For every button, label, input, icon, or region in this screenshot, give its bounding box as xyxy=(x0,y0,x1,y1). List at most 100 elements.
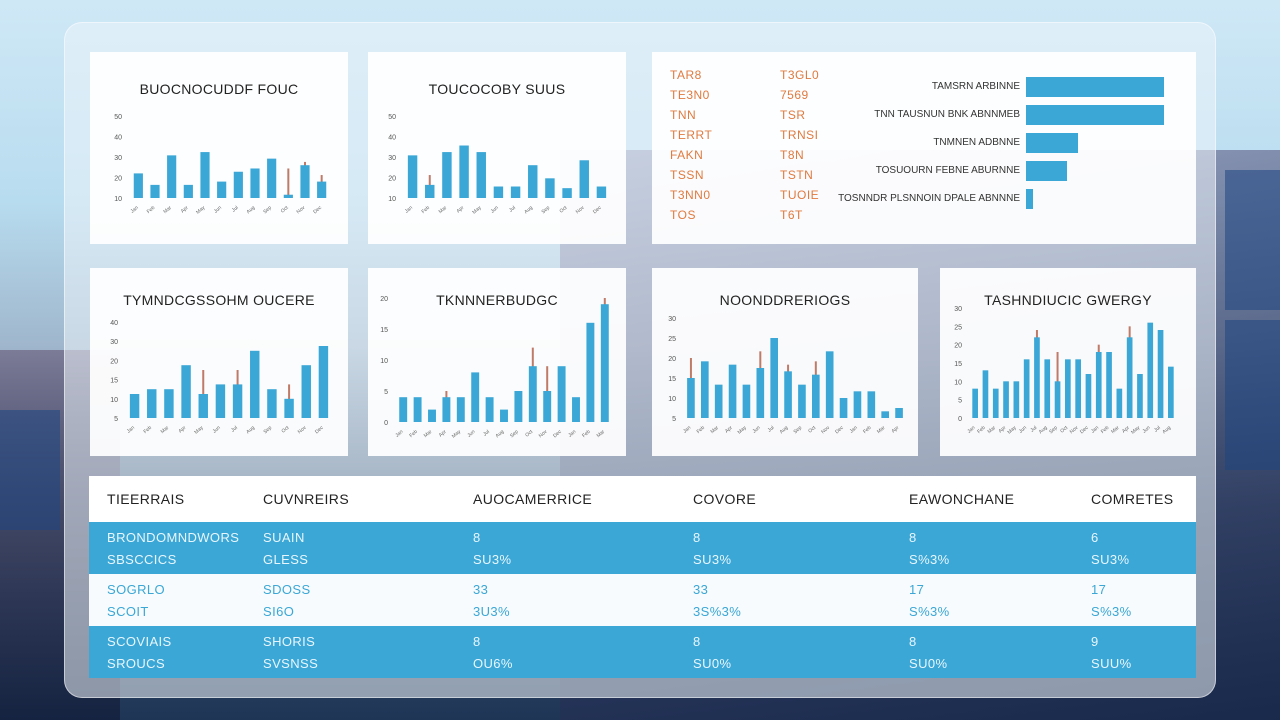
x-tick-label: Aug xyxy=(1038,425,1049,435)
bar xyxy=(572,397,580,422)
kv-label: T8N xyxy=(780,148,805,162)
x-tick-label: May xyxy=(451,429,462,440)
y-tick-label: 20 xyxy=(380,296,388,303)
y-tick-label: 30 xyxy=(954,306,962,313)
y-tick-label: 20 xyxy=(954,343,962,350)
y-tick-label: 0 xyxy=(958,416,962,423)
x-tick-label: Jan xyxy=(1090,425,1100,435)
bar xyxy=(283,194,293,198)
bar xyxy=(1126,337,1133,418)
table-cell: SBSCCICS xyxy=(107,552,177,567)
x-tick-label: Jan xyxy=(126,425,136,435)
bar xyxy=(528,366,537,422)
data-table: TIEERRAIS CUVNREIRS AUOCAMERRICE COVORE … xyxy=(89,476,1196,680)
x-tick-label: Jul xyxy=(482,429,491,438)
kv-label: T6T xyxy=(780,208,803,222)
bar xyxy=(1003,381,1009,418)
y-tick-label: 20 xyxy=(110,358,118,365)
bar xyxy=(784,371,792,418)
x-tick-label: Jun xyxy=(213,205,223,215)
table-cell: S%3% xyxy=(1091,604,1132,619)
bar xyxy=(267,389,277,418)
chart-card-2: TOUCOCOBY SUUS 50 40 30 20 10 Jan Feb Mar Apr May… xyxy=(368,52,626,244)
background-window xyxy=(1225,170,1280,310)
bar xyxy=(1106,352,1112,418)
bar xyxy=(1147,322,1154,418)
chart-title: NOONDDRERIOGS xyxy=(719,292,851,308)
table-cell: SI6O xyxy=(263,604,295,619)
hbar xyxy=(1026,161,1068,181)
y-tick-label: 20 xyxy=(388,176,396,183)
bar xyxy=(1157,330,1164,418)
kv-label: T3GL0 xyxy=(780,68,820,82)
x-tick-label: Oct xyxy=(280,205,290,215)
bar xyxy=(217,181,227,198)
table-row[interactable]: SCOVIAIS SROUCS SHORIS SVSNSS 8 OU6% 8 SU0% 8 SU0… xyxy=(89,626,1196,678)
bar xyxy=(600,304,609,422)
bar xyxy=(756,368,765,418)
x-tick-label: Aug xyxy=(246,205,257,215)
x-tick-label: Feb xyxy=(421,205,432,215)
bar xyxy=(413,397,422,422)
y-tick-label: 40 xyxy=(114,135,122,142)
bar xyxy=(1023,359,1030,418)
kv-label: FAKN xyxy=(670,148,704,162)
table-cell: 8 xyxy=(473,530,481,545)
x-tick-label: Dec xyxy=(314,425,325,436)
bar xyxy=(742,384,751,418)
table-cell: S%3% xyxy=(909,604,950,619)
table-cell: SUU% xyxy=(1091,656,1132,671)
table-cell: 33 xyxy=(693,582,709,597)
x-tick-label: Feb xyxy=(862,425,873,435)
bar xyxy=(164,389,174,418)
x-tick-label: Oct xyxy=(559,205,569,215)
x-tick-label: Mar xyxy=(987,425,998,435)
table-cell: SU3% xyxy=(473,552,512,567)
x-tick-label: Mar xyxy=(1110,425,1121,435)
x-tick-label: Apr xyxy=(724,425,734,435)
bar xyxy=(147,389,157,418)
column-header[interactable]: COMRETES xyxy=(1091,491,1174,507)
background-window xyxy=(0,410,60,530)
table-row[interactable]: SOGRLO SCOIT SDOSS SI6O 33 3U3% 33 3S%3% 17 S%3% 1… xyxy=(89,574,1196,626)
chart-title: TKNNNERBUDGC xyxy=(436,292,558,308)
table-cell: 9 xyxy=(1091,634,1099,649)
table-cell: SVSNSS xyxy=(263,656,319,671)
column-header[interactable]: CUVNREIRS xyxy=(263,491,350,507)
chart-title: BUOCNOCUDDF FOUC xyxy=(139,81,299,97)
bar xyxy=(300,165,310,198)
x-tick-label: Mar xyxy=(710,425,721,435)
bar xyxy=(1085,374,1092,418)
table-row[interactable]: BRONDOMNDWORS SBSCCICS SUAIN GLESS 8 SU3% 8 SU3… xyxy=(89,522,1196,574)
x-tick-label: Jul xyxy=(1153,425,1162,434)
bar xyxy=(562,188,572,198)
x-tick-label: Aug xyxy=(1161,425,1172,435)
bar xyxy=(215,384,226,418)
x-tick-label: Mar xyxy=(162,205,173,215)
y-tick-label: 5 xyxy=(384,389,388,396)
y-tick-label: 15 xyxy=(110,378,118,385)
y-tick-label: 30 xyxy=(668,316,676,323)
table-cell: 8 xyxy=(909,634,917,649)
column-header[interactable]: AUOCAMERRICE xyxy=(473,491,593,507)
column-header[interactable]: TIEERRAIS xyxy=(107,491,185,507)
x-tick-label: Sep xyxy=(262,205,273,215)
kv-label: TUOIE xyxy=(780,188,820,202)
y-tick-label: 25 xyxy=(954,324,962,331)
y-tick-label: 5 xyxy=(114,416,118,423)
bar xyxy=(1034,337,1040,418)
x-tick-label: Mar xyxy=(160,425,171,435)
bar xyxy=(881,411,890,418)
x-tick-label: Jan xyxy=(966,425,976,435)
column-header[interactable]: COVORE xyxy=(693,491,757,507)
table-cell: SOGRLO xyxy=(107,582,166,597)
column-header[interactable]: EAWONCHANE xyxy=(909,491,1015,507)
bar xyxy=(557,366,566,422)
x-tick-label: Dec xyxy=(312,205,323,216)
bar xyxy=(129,394,140,418)
bar xyxy=(510,186,521,198)
bar xyxy=(250,168,260,198)
chart-title: TASHNDIUCIC GWERGY xyxy=(984,292,1152,308)
x-tick-label: Mar xyxy=(876,425,887,435)
x-tick-label: Jun xyxy=(466,429,476,439)
